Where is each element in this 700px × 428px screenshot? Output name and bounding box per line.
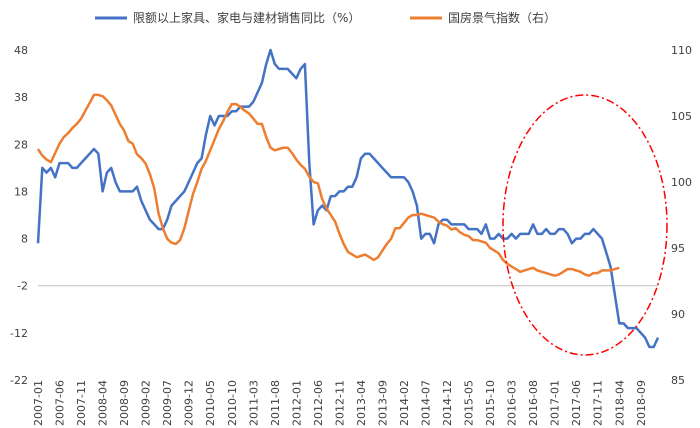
x-tick-label: 2014-02 <box>398 380 411 426</box>
x-tick-label: 2009-07 <box>161 380 174 426</box>
x-tick-label: 2012-01 <box>290 380 303 426</box>
annotation-layer <box>502 94 668 356</box>
x-tick-label: 2011-08 <box>269 380 282 426</box>
right-tick-label: 110 <box>671 44 692 57</box>
x-tick-label: 2014-12 <box>441 380 454 426</box>
legend-label: 国房景气指数（右） <box>448 10 556 25</box>
left-tick-label: 18 <box>14 185 28 198</box>
x-tick-label: 2017-06 <box>570 380 583 426</box>
x-tick-label: 2010-10 <box>226 380 239 426</box>
x-tick-label: 2015-05 <box>463 380 476 426</box>
left-tick-label: -12 <box>10 327 28 340</box>
x-tick-label: 2017-01 <box>549 380 562 426</box>
x-tick-label: 2013-04 <box>355 380 368 426</box>
x-tick-label: 2014-07 <box>420 380 433 426</box>
x-tick-label: 2009-12 <box>183 380 196 426</box>
x-tick-label: 2018-09 <box>635 380 648 426</box>
x-tick-label: 2012-06 <box>312 380 325 426</box>
x-tick-label: 2011-03 <box>247 380 260 426</box>
left-tick-label: -2 <box>17 280 28 293</box>
x-tick-label: 2013-09 <box>376 380 389 426</box>
right-axis: 110 105 100 95 90 85 <box>671 44 692 387</box>
x-tick-label: 2008-09 <box>118 380 131 426</box>
right-tick-label: 90 <box>671 308 685 321</box>
x-tick-label: 2007-11 <box>75 380 88 426</box>
x-tick-label: 2017-11 <box>592 380 605 426</box>
left-tick-label: 28 <box>14 138 28 151</box>
housing-climate-index-line <box>36 93 620 277</box>
x-tick-label: 2007-06 <box>54 380 67 426</box>
furniture-sales-yoy-line <box>36 48 660 349</box>
right-tick-label: 100 <box>671 176 692 189</box>
x-axis: 2007-01 2007-06 2007-11 2008-04 2008-09 2009-… <box>32 380 648 426</box>
x-tick-label: 2008-04 <box>97 380 110 426</box>
series-layer <box>36 48 660 349</box>
x-tick-label: 2010-05 <box>204 380 217 426</box>
left-axis: 48 38 28 18 8 -2 -12 -22 <box>10 44 658 387</box>
x-tick-label: 2012-11 <box>333 380 346 426</box>
x-tick-label: 2007-01 <box>32 380 45 426</box>
left-tick-label: 38 <box>14 91 28 104</box>
x-tick-label: 2016-08 <box>527 380 540 426</box>
left-tick-label: 48 <box>14 44 28 57</box>
right-tick-label: 105 <box>671 110 692 123</box>
x-tick-label: 2016-03 <box>506 380 519 426</box>
right-tick-label: 85 <box>671 374 685 387</box>
legend-label: 限额以上家具、家电与建材销售同比（%） <box>133 10 360 25</box>
x-tick-label: 2009-02 <box>140 380 153 426</box>
legend: 限额以上家具、家电与建材销售同比（%） 国房景气指数（右） <box>95 10 556 25</box>
highlight-ellipse <box>502 94 668 356</box>
left-tick-label: 8 <box>21 233 28 246</box>
x-tick-label: 2018-04 <box>613 380 626 426</box>
left-tick-label: -22 <box>10 374 28 387</box>
right-tick-label: 95 <box>671 242 685 255</box>
x-tick-label: 2015-10 <box>484 380 497 426</box>
